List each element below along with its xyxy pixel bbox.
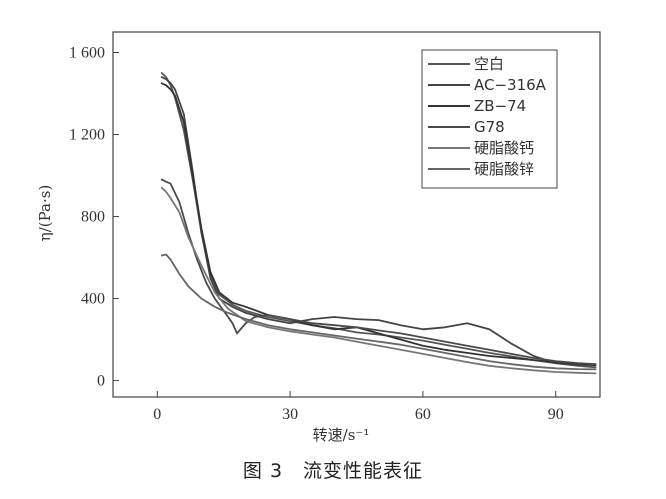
x-tick-label: 60 [415, 406, 431, 423]
legend-label: G78 [474, 118, 505, 136]
x-tick-label: 30 [282, 406, 298, 423]
series-line-6 [160, 253, 597, 371]
series-line-3 [160, 82, 597, 367]
legend-label: AC−316A [474, 76, 547, 94]
x-tick-label: 90 [548, 406, 564, 423]
plot-frame [112, 31, 601, 398]
legend-label: 硬脂酸钙 [474, 139, 534, 157]
y-tick-label: 1 200 [69, 127, 105, 144]
y-tick-label: 800 [81, 209, 105, 226]
legend-box [421, 49, 558, 189]
y-tick-label: 400 [81, 291, 105, 308]
series-layer [160, 72, 597, 375]
y-axis: 0 400 800 1 200 1 600 [69, 45, 119, 390]
series-line-5 [160, 186, 597, 375]
series-line-2 [160, 76, 597, 366]
x-axis-title: 转速/s⁻¹ [313, 426, 370, 444]
series-line-4 [160, 178, 597, 366]
legend-label: ZB−74 [474, 97, 526, 115]
x-tick-label: 0 [153, 406, 161, 423]
y-tick-label: 0 [97, 373, 105, 390]
legend-label: 空白 [474, 55, 504, 73]
legend-label: 硬脂酸锌 [474, 160, 534, 178]
y-tick-label: 1 600 [69, 45, 105, 62]
figure-caption: 图 3 流变性能表征 [242, 460, 424, 482]
y-axis-title: η/(Pa·s) [36, 185, 54, 242]
x-axis: 0 30 60 90 [153, 391, 564, 423]
rheology-chart: 0 30 60 90 0 400 800 1 200 1 600 转速/s⁻¹ η/(Pa·s… [36, 31, 601, 444]
